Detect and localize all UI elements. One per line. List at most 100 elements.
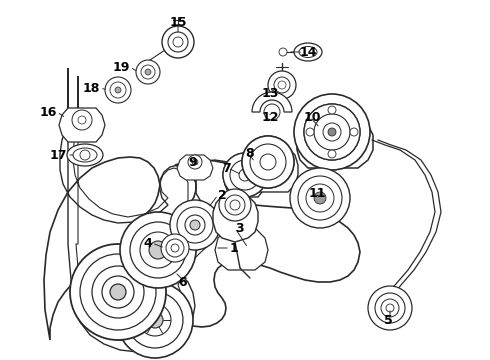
Circle shape <box>105 77 131 103</box>
Text: 16: 16 <box>40 105 57 118</box>
Circle shape <box>149 241 167 259</box>
Circle shape <box>230 200 240 210</box>
Circle shape <box>190 220 200 230</box>
Circle shape <box>72 110 92 130</box>
Circle shape <box>177 207 213 243</box>
Circle shape <box>314 114 350 150</box>
Circle shape <box>185 215 205 235</box>
Circle shape <box>225 195 245 215</box>
Text: 6: 6 <box>178 275 187 288</box>
Circle shape <box>136 60 160 84</box>
Circle shape <box>350 128 358 136</box>
Ellipse shape <box>67 144 103 166</box>
Circle shape <box>250 144 286 180</box>
Polygon shape <box>177 155 213 180</box>
Text: 15: 15 <box>169 15 187 28</box>
Circle shape <box>381 299 399 317</box>
Circle shape <box>314 192 326 204</box>
Circle shape <box>127 292 183 348</box>
Circle shape <box>110 82 126 98</box>
Text: 8: 8 <box>245 147 254 159</box>
Polygon shape <box>225 168 265 197</box>
Wedge shape <box>252 92 292 112</box>
Polygon shape <box>242 148 298 192</box>
Circle shape <box>304 104 360 160</box>
Text: 2: 2 <box>218 189 227 202</box>
Circle shape <box>328 150 336 158</box>
Circle shape <box>274 77 290 93</box>
Circle shape <box>170 200 220 250</box>
Text: 13: 13 <box>262 86 279 99</box>
Circle shape <box>306 184 334 212</box>
Ellipse shape <box>73 148 97 162</box>
Circle shape <box>115 87 121 93</box>
Circle shape <box>92 266 144 318</box>
Circle shape <box>323 123 341 141</box>
Circle shape <box>314 114 350 150</box>
Circle shape <box>250 144 286 180</box>
Polygon shape <box>297 118 373 168</box>
Circle shape <box>368 286 412 330</box>
Circle shape <box>242 136 294 188</box>
Circle shape <box>117 282 193 358</box>
Text: 10: 10 <box>304 111 321 123</box>
Circle shape <box>268 71 296 99</box>
Circle shape <box>328 106 336 114</box>
Circle shape <box>237 167 253 183</box>
Circle shape <box>304 104 360 160</box>
Circle shape <box>120 212 196 288</box>
Circle shape <box>328 128 336 136</box>
Circle shape <box>139 304 171 336</box>
Circle shape <box>242 136 294 188</box>
Circle shape <box>223 153 267 197</box>
Circle shape <box>278 81 286 89</box>
Circle shape <box>323 123 341 141</box>
Text: 12: 12 <box>262 111 279 123</box>
Circle shape <box>192 159 198 165</box>
Text: 7: 7 <box>222 162 231 175</box>
Text: 4: 4 <box>143 237 152 249</box>
Polygon shape <box>213 196 258 242</box>
Circle shape <box>141 65 155 79</box>
Circle shape <box>78 116 86 124</box>
Circle shape <box>130 222 186 278</box>
Circle shape <box>147 312 163 328</box>
Ellipse shape <box>299 46 317 58</box>
Text: 3: 3 <box>235 221 244 234</box>
Polygon shape <box>59 108 105 142</box>
Circle shape <box>173 37 183 47</box>
Circle shape <box>219 189 251 221</box>
Circle shape <box>171 244 179 252</box>
Circle shape <box>166 239 184 257</box>
Circle shape <box>290 168 350 228</box>
Circle shape <box>294 94 370 170</box>
Text: 14: 14 <box>300 45 318 59</box>
Circle shape <box>239 169 251 181</box>
Text: 9: 9 <box>188 156 196 168</box>
Text: 19: 19 <box>113 60 130 73</box>
Circle shape <box>80 150 90 160</box>
Circle shape <box>223 153 267 197</box>
Text: 17: 17 <box>49 149 67 162</box>
Text: 11: 11 <box>309 186 326 199</box>
Circle shape <box>80 254 156 330</box>
Circle shape <box>264 104 280 120</box>
Circle shape <box>230 160 260 190</box>
Circle shape <box>375 293 405 323</box>
Circle shape <box>102 276 134 308</box>
Circle shape <box>161 234 189 262</box>
Circle shape <box>258 152 278 172</box>
Circle shape <box>168 32 188 52</box>
Circle shape <box>230 160 260 190</box>
Text: 18: 18 <box>83 81 100 95</box>
Circle shape <box>306 128 314 136</box>
Circle shape <box>264 158 272 166</box>
Circle shape <box>140 232 176 268</box>
Circle shape <box>188 155 202 169</box>
Circle shape <box>110 284 126 300</box>
Polygon shape <box>215 228 268 270</box>
Text: 5: 5 <box>384 314 392 327</box>
Ellipse shape <box>294 43 322 61</box>
Circle shape <box>279 48 287 56</box>
Circle shape <box>70 244 166 340</box>
